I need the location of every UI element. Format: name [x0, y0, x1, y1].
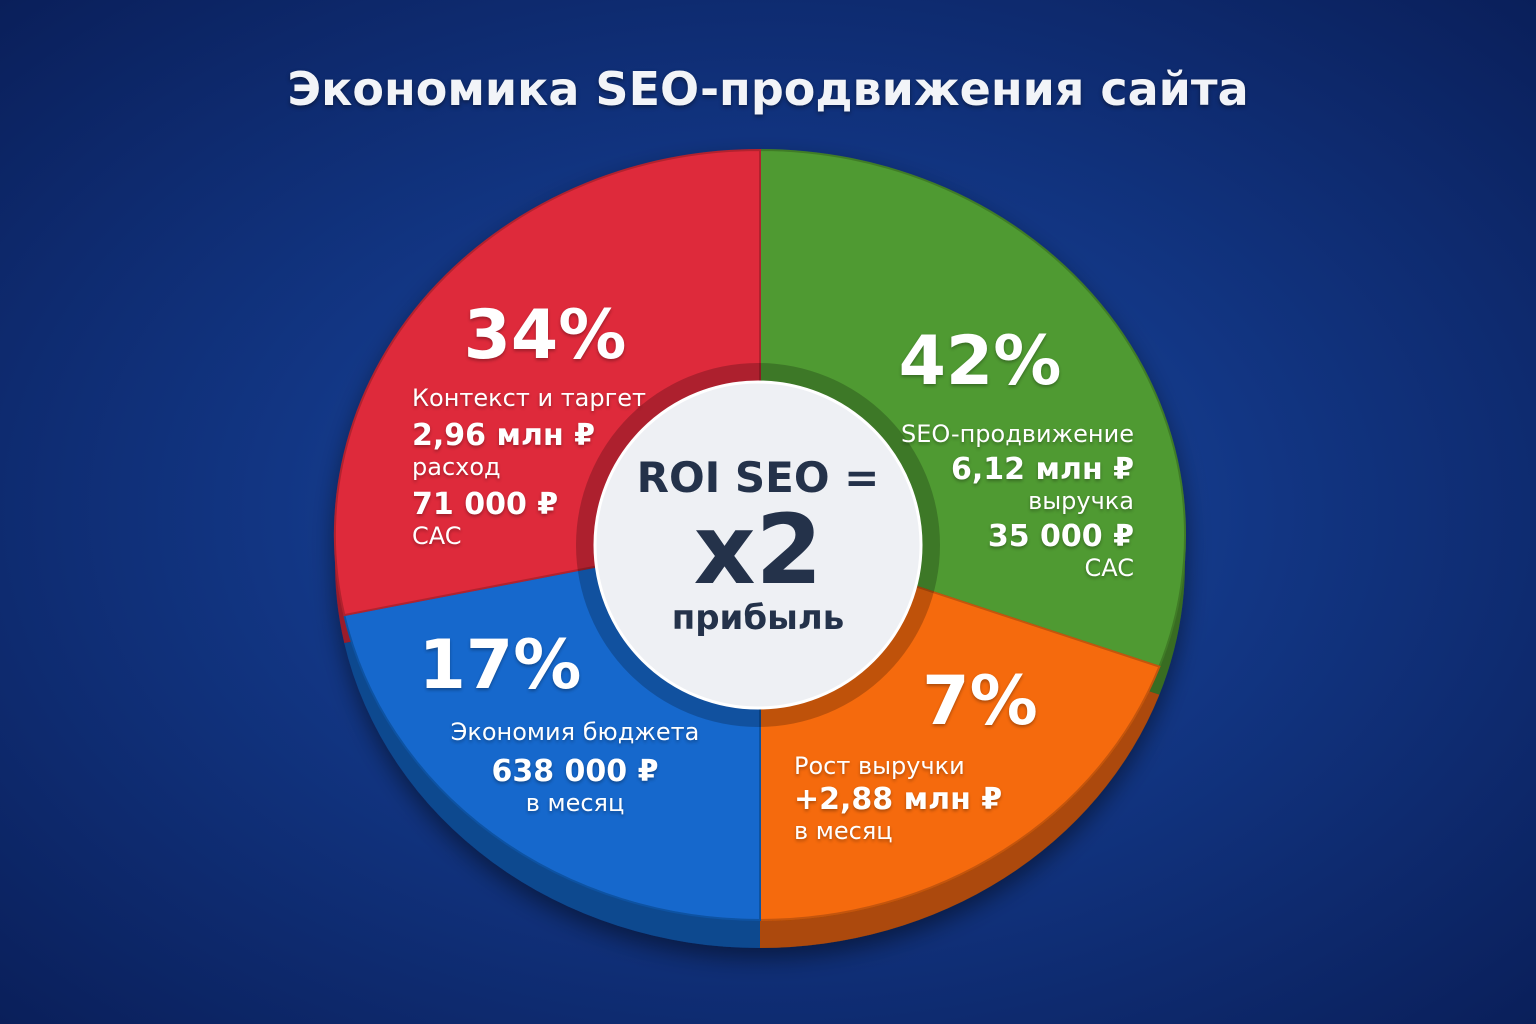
- label-growth: 7%: [890, 662, 1070, 741]
- slice-cac: 35 000 ₽: [987, 519, 1134, 554]
- label-seo: 42%: [875, 322, 1085, 401]
- roi-multiplier: x2: [693, 493, 823, 606]
- slice-value-note: в месяц: [794, 817, 893, 845]
- roi-label: ROI SEO =: [636, 452, 880, 502]
- label-savings-details: Экономия бюджета 638 000 ₽ в месяц: [430, 718, 720, 817]
- label-seo-details: SEO-продвижение 6,12 млн ₽ выручка 35 00…: [860, 420, 1134, 582]
- chart-title: Экономика SEO-продвижения сайта: [287, 62, 1249, 116]
- roi-profit-label: прибыль: [671, 597, 845, 638]
- roi-center-badge: ROI SEO = x2 прибыль: [595, 385, 921, 705]
- slice-cac: 71 000 ₽: [412, 487, 559, 522]
- slice-value: 638 000 ₽: [491, 754, 659, 789]
- center-circle: [593, 380, 923, 710]
- slice-cac-label: CAC: [412, 522, 462, 550]
- label-growth-details: Рост выручки +2,88 млн ₽ в месяц: [794, 752, 1002, 845]
- slice-value: +2,88 млн ₽: [794, 782, 1003, 817]
- slice-value-note: расход: [412, 453, 501, 481]
- slice-name: Экономия бюджета: [450, 718, 700, 746]
- slice-cac-label: CAC: [1084, 554, 1134, 582]
- slice-name: Рост выручки: [794, 752, 965, 780]
- label-context: 34%: [440, 296, 650, 375]
- slice-percent: 34%: [463, 296, 627, 375]
- slice-percent: 17%: [418, 626, 582, 705]
- slice-name: Контекст и таргет: [412, 384, 646, 412]
- slice-name: SEO-продвижение: [900, 420, 1134, 448]
- label-context-details: Контекст и таргет 2,96 млн ₽ расход 71 0…: [412, 384, 646, 550]
- slice-value: 6,12 млн ₽: [950, 452, 1134, 487]
- slice-percent: 42%: [898, 322, 1062, 401]
- slice-value-note: выручка: [1028, 487, 1134, 515]
- slice-value: 2,96 млн ₽: [412, 418, 596, 453]
- slice-value-note: в месяц: [525, 789, 625, 817]
- label-savings: 17%: [400, 626, 600, 705]
- slice-percent: 7%: [922, 662, 1038, 741]
